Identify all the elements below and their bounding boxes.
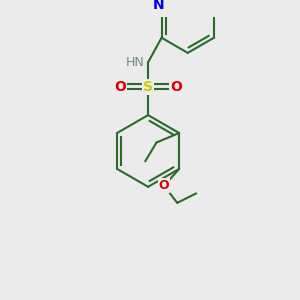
Text: N: N: [153, 0, 165, 12]
Text: O: O: [159, 179, 170, 192]
Text: O: O: [170, 80, 182, 94]
Text: S: S: [143, 80, 153, 94]
Text: HN: HN: [125, 56, 144, 69]
Text: O: O: [114, 80, 126, 94]
